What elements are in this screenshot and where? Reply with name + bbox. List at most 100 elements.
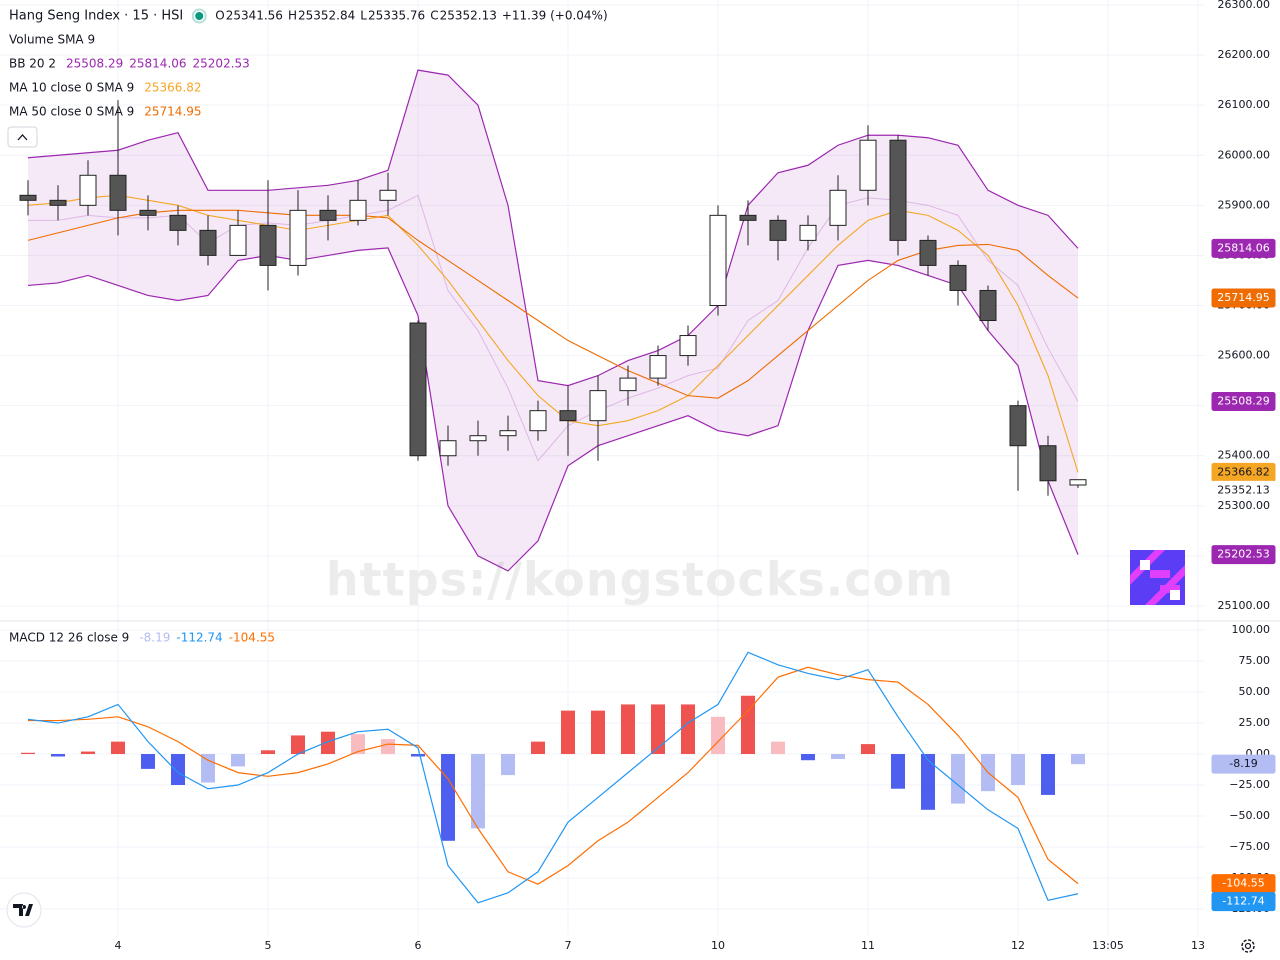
status-dot	[195, 12, 204, 20]
histogram-bar	[381, 739, 395, 755]
status-ring	[191, 8, 207, 24]
histogram-bar	[141, 754, 155, 769]
candle-body	[529, 410, 547, 432]
histogram-bar	[831, 754, 845, 759]
price-tag	[1211, 288, 1276, 308]
price-tag	[1211, 892, 1276, 912]
price-tag-label: -8.19	[1229, 757, 1257, 770]
legend-value: -112.74	[176, 631, 222, 645]
legend-value: 25714.95	[144, 105, 201, 119]
signal-line	[28, 666, 1079, 885]
y-tick-label: 25.00	[1239, 716, 1271, 729]
histogram-bar	[681, 704, 695, 755]
histogram-bar	[21, 752, 35, 755]
price-tag-label: -104.55	[1222, 877, 1264, 890]
y-tick-label: 75.00	[1239, 654, 1271, 667]
candle-body	[169, 214, 187, 231]
price-tag-label: 25714.95	[1217, 291, 1270, 304]
candle-body	[889, 139, 907, 241]
x-tick-label: 10	[711, 939, 725, 952]
candle-body	[349, 199, 367, 221]
histogram-bar	[651, 704, 665, 755]
histogram-bar	[1041, 754, 1055, 795]
histogram-bar	[411, 754, 425, 757]
candle-body	[1039, 445, 1057, 482]
histogram-bar	[771, 741, 785, 755]
candle-body	[19, 194, 37, 201]
bb-band-fill	[28, 70, 1078, 571]
y-tick-label: 25100.00	[1218, 599, 1271, 612]
histogram-bar	[531, 741, 545, 755]
x-tick-label: 6	[415, 939, 422, 952]
candle-body	[259, 224, 277, 266]
y-tick-label: −75.00	[1229, 840, 1270, 853]
histogram-bar	[171, 754, 185, 786]
ohlc-key: L	[360, 9, 367, 23]
ohlc-value: 25335.76	[368, 9, 425, 23]
tradingview-logo[interactable]	[6, 892, 42, 928]
price-tag	[1211, 392, 1276, 412]
price-tag	[1211, 480, 1276, 500]
macd-panel	[21, 651, 1085, 904]
y-tick-label: 26200.00	[1218, 48, 1271, 61]
histogram-bar	[801, 754, 815, 761]
price-tag-label: 25814.06	[1217, 241, 1270, 254]
legend-value: -8.19	[139, 631, 170, 645]
x-tick-label: 13:05	[1092, 939, 1124, 952]
ohlc-value: 25352.13	[440, 9, 497, 23]
histogram-bar	[231, 754, 245, 767]
x-tick-label: 5	[265, 939, 272, 952]
ohlc-key: H	[288, 9, 297, 23]
collapse-button[interactable]	[7, 126, 38, 148]
candle-body	[559, 410, 577, 422]
candle-body	[199, 229, 217, 256]
candle-body	[469, 435, 487, 442]
ohlc-value: 25352.84	[298, 9, 355, 23]
price-tag-label: 25202.53	[1217, 548, 1270, 561]
histogram-bar	[861, 744, 875, 755]
candle-body	[859, 139, 877, 191]
histogram-bar	[351, 734, 365, 755]
y-tick-label: 50.00	[1239, 685, 1271, 698]
y-tick-label: 25400.00	[1218, 449, 1271, 462]
candle-body	[139, 209, 157, 216]
histogram-bar	[921, 754, 935, 810]
legend-value: 25814.06	[129, 57, 186, 71]
histogram-bar	[51, 754, 65, 757]
candle-body	[109, 174, 127, 211]
chart-title: Hang Seng Index · 15 · HSI	[9, 9, 183, 24]
y-tick-label: 25300.00	[1218, 499, 1271, 512]
y-tick-label: −50.00	[1229, 809, 1270, 822]
candle-body	[739, 214, 757, 221]
candle-body	[1069, 479, 1087, 486]
histogram-bar	[201, 754, 215, 783]
histogram-bar	[261, 750, 275, 755]
ohlc-key: C	[430, 9, 438, 23]
histogram-bar	[621, 704, 635, 755]
histogram-bar	[471, 754, 485, 829]
indicator-label: Volume SMA 9	[9, 33, 95, 47]
candle-body	[79, 174, 97, 206]
histogram-bar	[891, 754, 905, 789]
settings-gear[interactable]	[1241, 939, 1255, 953]
candle-body	[319, 209, 337, 221]
legend-value: 25202.53	[193, 57, 250, 71]
candle-body	[49, 199, 67, 206]
candle-body	[619, 377, 637, 392]
candle-body	[1009, 405, 1027, 447]
watermark-logo	[1130, 550, 1185, 605]
bb-lower	[27, 247, 1079, 572]
price-tag-label: -112.74	[1222, 895, 1264, 908]
change-label: +11.39 (+0.04%)	[502, 9, 608, 23]
histogram-bar	[561, 710, 575, 755]
price-tag	[1211, 238, 1276, 258]
histogram-bar	[1011, 754, 1025, 786]
y-tick-label: 26100.00	[1218, 98, 1271, 111]
price-tag-label: 25508.29	[1217, 395, 1270, 408]
macd-line	[27, 651, 1079, 904]
candle-body	[919, 239, 937, 266]
candle-body	[409, 322, 427, 457]
indicator-label: MACD 12 26 close 9	[9, 631, 129, 645]
histogram-bar	[321, 731, 335, 755]
